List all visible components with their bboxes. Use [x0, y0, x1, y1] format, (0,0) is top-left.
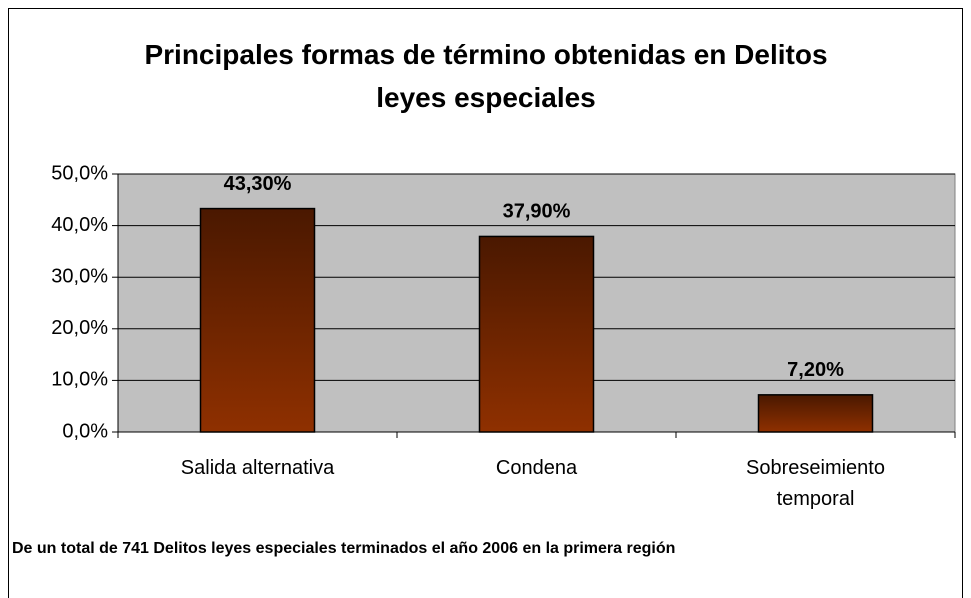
x-tick-label: Sobreseimiento temporal — [746, 457, 885, 510]
data-label: 37,90% — [503, 201, 571, 223]
bar — [757, 394, 874, 433]
bar — [478, 235, 595, 433]
y-tick-label: 40,0% — [51, 214, 108, 236]
y-tick-label: 10,0% — [51, 369, 108, 391]
y-tick-label: 30,0% — [51, 265, 108, 287]
x-tick-label: Condena — [495, 457, 578, 479]
data-label: 7,20% — [787, 359, 844, 381]
footnote: De un total de 741 Delitos leyes especia… — [12, 540, 676, 557]
chart-frame — [8, 8, 963, 598]
bar — [199, 207, 316, 433]
x-tick-label: Salida alternativa — [180, 457, 335, 479]
chart-title: Principales formas de término obtenidas … — [144, 39, 828, 113]
y-tick-label: 50,0% — [51, 162, 108, 184]
data-label: 43,30% — [224, 173, 292, 195]
y-tick-label: 0,0% — [62, 420, 108, 442]
y-tick-label: 20,0% — [51, 317, 108, 339]
